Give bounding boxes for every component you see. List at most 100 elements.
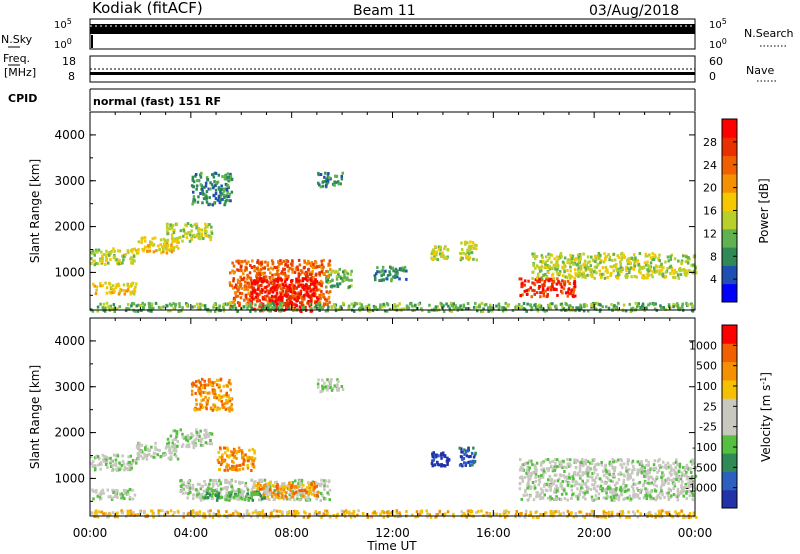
velocity-cell — [520, 497, 523, 501]
velocity-cell — [675, 495, 679, 499]
power-cell — [519, 277, 523, 281]
power-cell — [341, 279, 344, 283]
power-cell — [669, 255, 672, 259]
velocity-cell — [212, 407, 216, 411]
power-cell — [320, 284, 323, 288]
nsearch-tick-low: 100 — [709, 37, 727, 51]
velocity-cell — [585, 471, 589, 475]
velocity-cell — [549, 486, 552, 490]
velocity-cell — [118, 468, 121, 472]
velocity-cell — [191, 434, 195, 438]
velocity-cell — [211, 491, 215, 495]
velocity-cell — [232, 451, 235, 455]
power-cell — [647, 303, 650, 307]
velocity-cell — [187, 445, 191, 449]
power-cell — [373, 274, 377, 278]
power-cell — [170, 250, 174, 254]
power-cell — [117, 258, 120, 262]
velocity-cell — [254, 490, 257, 494]
velocity-cell — [385, 510, 389, 514]
velocity-cell — [256, 484, 259, 488]
velocity-cell — [198, 380, 202, 384]
power-cell — [523, 289, 526, 293]
power-cell — [298, 301, 302, 305]
velocity-cell — [96, 494, 99, 498]
power-cell — [260, 262, 263, 266]
velocity-cell — [246, 486, 249, 490]
velocity-cell — [595, 476, 598, 480]
velocity-cell — [594, 468, 598, 472]
power-cell — [540, 265, 544, 269]
power-cell — [671, 269, 674, 273]
velocity-cell — [687, 486, 690, 490]
power-cell — [196, 179, 199, 183]
velocity-cell — [180, 445, 184, 448]
velocity-cell — [522, 463, 525, 467]
power-cell — [326, 178, 330, 182]
freq-tick-low: 8 — [68, 70, 75, 83]
velocity-cell — [465, 454, 469, 458]
power-cell — [252, 288, 256, 292]
velocity-cell — [583, 516, 587, 519]
velocity-cell — [669, 469, 673, 472]
velocity-cell — [192, 443, 195, 447]
power-cell — [339, 276, 343, 280]
velocity-cell — [176, 457, 180, 461]
velocity-cell — [662, 460, 665, 464]
power-cell — [552, 263, 556, 267]
power-cell — [556, 259, 559, 262]
velocity-cell — [164, 446, 168, 450]
velocity-cell — [574, 461, 577, 465]
power-cell — [249, 285, 252, 289]
power-cell — [340, 174, 343, 178]
velocity-cell — [268, 488, 272, 492]
power-cell — [464, 242, 467, 246]
power-cell — [271, 267, 275, 271]
power-cell — [304, 305, 307, 309]
power-cell — [675, 270, 678, 274]
power-cell — [261, 295, 265, 299]
velocity-cell — [625, 469, 628, 473]
power-cell — [129, 290, 132, 294]
power-cell — [373, 276, 377, 280]
power-cell — [583, 265, 587, 269]
velocity-cell — [614, 488, 618, 492]
power-cell — [613, 258, 617, 262]
power-region-2 — [135, 236, 181, 255]
velocity-cell — [230, 485, 234, 489]
power-cell — [667, 259, 670, 263]
power-cell — [165, 246, 168, 250]
power-cell — [268, 305, 271, 309]
velocity-cell — [616, 458, 620, 462]
velocity-cell — [328, 498, 331, 502]
power-cell — [618, 255, 621, 259]
power-cell — [219, 193, 222, 197]
power-cell — [254, 309, 257, 313]
power-cell — [99, 281, 102, 285]
velocity-cell — [211, 391, 215, 395]
power-cell — [209, 181, 212, 185]
power-cell — [133, 287, 136, 291]
velocity-cell — [153, 452, 157, 456]
power-cell — [266, 294, 269, 298]
velocity-cell — [628, 494, 632, 498]
power-cell — [245, 268, 248, 272]
power-cell — [146, 249, 149, 253]
velocity-cell — [101, 488, 105, 492]
power-cell — [619, 260, 622, 264]
velocity-cell — [473, 459, 477, 463]
power-cell — [677, 259, 680, 263]
power-cell — [199, 173, 202, 177]
power-cell — [161, 245, 164, 248]
power-cell — [651, 252, 654, 256]
power-cell — [304, 274, 308, 278]
power-cell — [295, 277, 298, 281]
power-cell — [651, 255, 655, 259]
power-cell — [291, 261, 294, 265]
velocity-cell — [179, 479, 182, 483]
velocity-cell — [283, 490, 286, 494]
power-cell — [525, 289, 529, 293]
power-cell — [543, 266, 546, 270]
power-cell — [321, 295, 325, 299]
velocity-cell — [316, 490, 320, 494]
